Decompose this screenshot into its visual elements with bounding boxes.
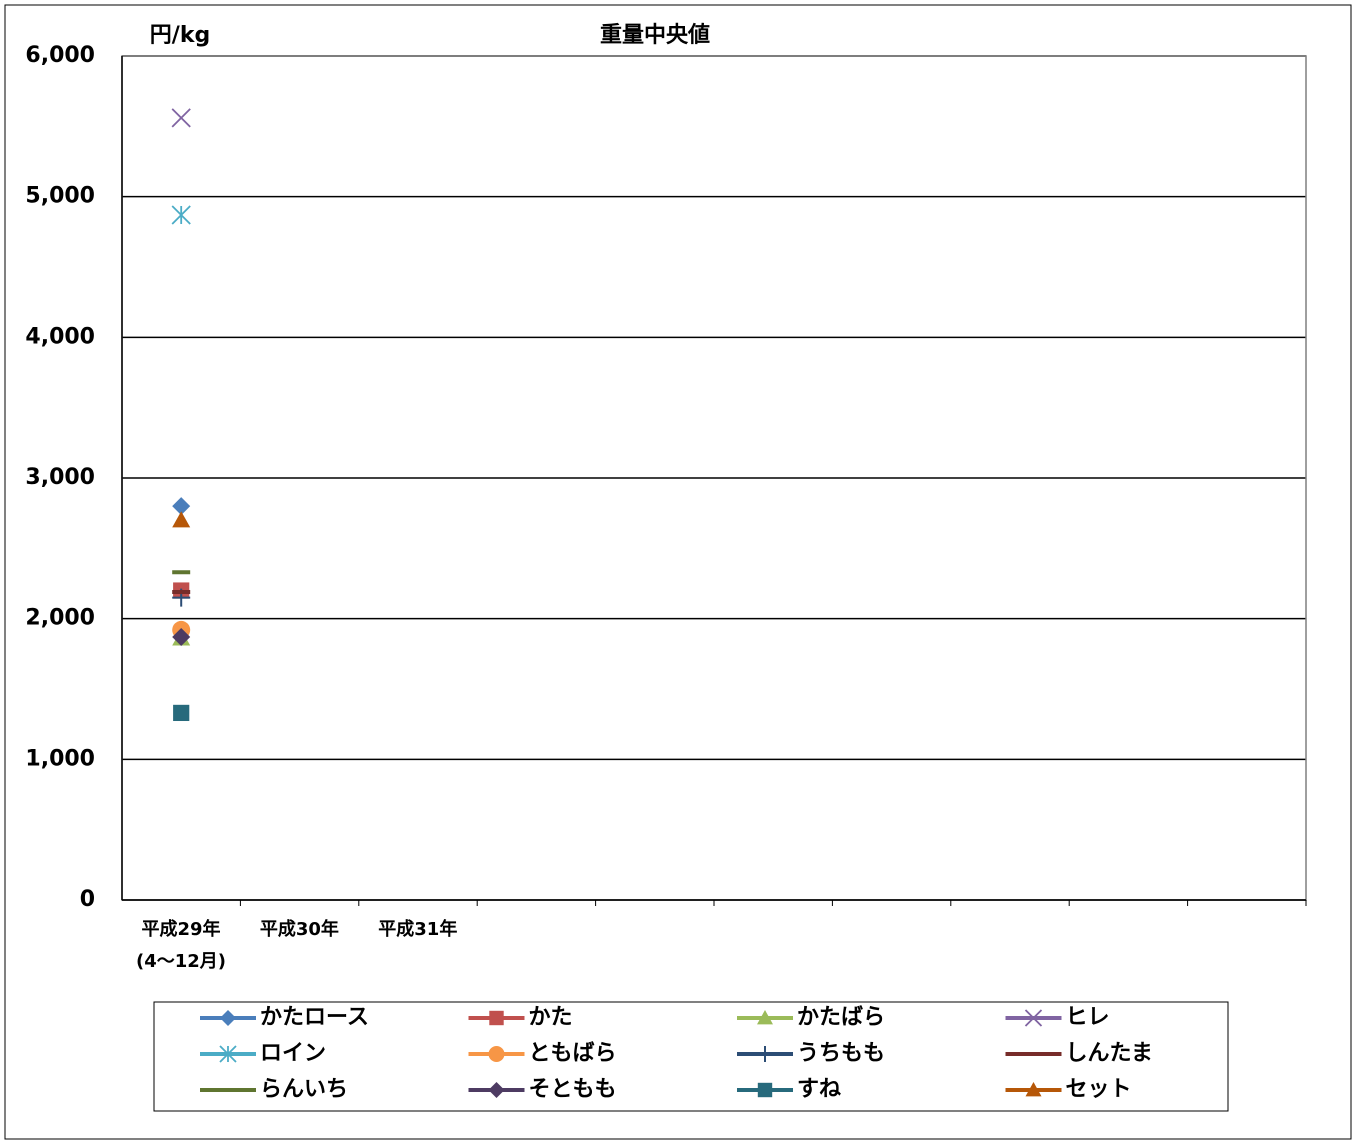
marker: [757, 1010, 773, 1025]
legend-label: ヒレ: [1066, 1005, 1110, 1030]
y-axis-label: 円/kg: [150, 23, 210, 48]
marker: [171, 205, 191, 225]
chart-title: 重量中央値: [600, 22, 710, 48]
x-tick-label: 平成29年 (4～12月): [135, 919, 227, 972]
y-tick-label: 0: [80, 887, 95, 912]
y-tick-label: 5,000: [25, 184, 95, 209]
legend-label: うちもも: [797, 1041, 885, 1066]
marker: [172, 497, 191, 516]
y-tick-label: 6,000: [25, 43, 95, 68]
legend-label: かたロース: [260, 1005, 369, 1030]
y-tick-label: 1,000: [25, 746, 95, 771]
legend-label: ともばら: [529, 1041, 617, 1066]
legend-label: かたばら: [797, 1005, 885, 1030]
y-tick-label: 4,000: [25, 324, 95, 349]
marker: [173, 704, 190, 722]
legend-label: かた: [529, 1005, 573, 1030]
marker: [172, 627, 191, 646]
marker: [172, 511, 191, 528]
marker: [219, 1045, 237, 1063]
marker: [171, 108, 191, 128]
x-tick-label: 平成30年: [259, 919, 339, 940]
legend-label: しんたま: [1066, 1041, 1153, 1066]
legend-label: セット: [1066, 1077, 1132, 1102]
x-tick-label: 平成31年: [378, 919, 458, 940]
legend-label: ロイン: [260, 1041, 326, 1066]
marker: [220, 1010, 236, 1026]
y-tick-label: 2,000: [25, 606, 95, 631]
chart-border: [4, 4, 1352, 1140]
marker: [757, 1046, 773, 1062]
marker: [1025, 1082, 1042, 1097]
marker: [489, 1010, 504, 1026]
legend-box: [153, 1001, 1229, 1112]
legend-label: そともも: [529, 1077, 617, 1102]
y-tick-label: 3,000: [25, 465, 95, 490]
marker: [1024, 1009, 1043, 1027]
legend-label: すね: [797, 1077, 841, 1102]
marker: [757, 1082, 773, 1098]
marker: [488, 1082, 505, 1098]
marker: [488, 1046, 505, 1062]
legend-label: らんいち: [260, 1077, 348, 1102]
